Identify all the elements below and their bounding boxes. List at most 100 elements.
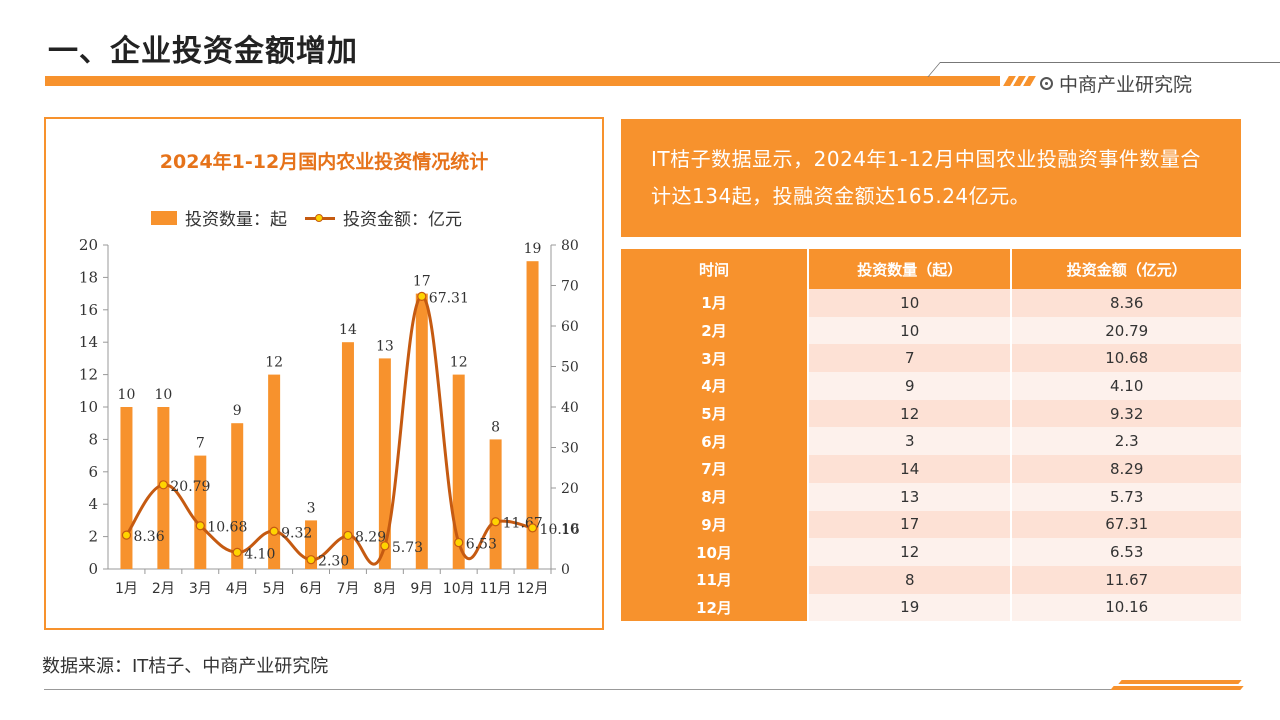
bar-mark xyxy=(378,358,391,569)
table-cell-month: 12月 xyxy=(621,593,809,622)
source-note: 数据来源：IT桔子、中商产业研究院 xyxy=(42,656,329,677)
table-cell-count: 17 xyxy=(808,510,1013,539)
table-cell-count: 7 xyxy=(808,344,1013,373)
x-tick-label: 2月 xyxy=(152,581,175,597)
x-tick-label: 10月 xyxy=(443,581,475,597)
x-tick-label: 1月 xyxy=(115,581,138,597)
table-cell-month: 7月 xyxy=(621,455,809,483)
page-title: 一、企业投资金额增加 xyxy=(48,34,358,69)
table-row: 10月 12 6.53 xyxy=(621,538,1241,566)
table-row: 1月 10 8.36 xyxy=(621,289,1241,317)
table-cell-amount: 8.29 xyxy=(1011,455,1241,483)
line-point xyxy=(343,530,353,541)
x-tick-label: 9月 xyxy=(410,581,433,597)
table-cell-month: 3月 xyxy=(621,344,809,373)
data-table: 时间 投资数量（起） 投资金额（亿元） 1月 10 8.36 2月 10 20.79 3月 7… xyxy=(621,249,1241,622)
line-point xyxy=(158,480,168,490)
y-right-tick-label: 70 xyxy=(561,279,579,295)
y-left-tick-label: 2 xyxy=(88,528,98,546)
chart-title: 2024年1-12月国内农业投资情况统计 xyxy=(159,151,489,173)
line-data-label: 6.53 xyxy=(466,537,497,553)
legend-bar-swatch xyxy=(151,210,177,225)
table-header-amount: 投资金额（亿元） xyxy=(1011,249,1241,289)
table-row: 3月 7 10.68 xyxy=(621,344,1241,373)
y-left-tick-label: 4 xyxy=(88,495,98,513)
bar-mark xyxy=(415,293,428,569)
y-left-tick-label: 6 xyxy=(88,463,98,481)
line-point xyxy=(491,517,501,527)
line-point xyxy=(232,547,242,557)
table-row: 7月 14 8.29 xyxy=(621,455,1241,483)
bar-mark xyxy=(341,342,354,569)
footer-rule xyxy=(44,689,1239,690)
table-cell-count: 14 xyxy=(808,455,1013,483)
brand-logo-icon xyxy=(1040,77,1053,90)
table-cell-count: 12 xyxy=(808,399,1013,428)
table-cell-month: 5月 xyxy=(621,399,809,428)
y-left-tick-label: 20 xyxy=(79,236,98,254)
table-cell-amount: 10.16 xyxy=(1011,593,1241,622)
line-data-label: 4.10 xyxy=(244,546,275,562)
bar-mark xyxy=(194,455,207,569)
y-right-tick-label: 80 xyxy=(561,238,579,254)
legend-bar-label: 投资数量：起 xyxy=(185,210,287,230)
bar-data-label: 7 xyxy=(196,436,205,452)
bar-data-label: 19 xyxy=(524,241,542,257)
table-cell-month: 8月 xyxy=(621,482,809,511)
table-cell-amount: 20.79 xyxy=(1011,316,1241,345)
bar-data-label: 14 xyxy=(339,322,357,338)
summary-text: IT桔子数据显示，2024年1-12月中国农业投融资事件数量合计达134起，投融… xyxy=(621,119,1241,237)
line-point xyxy=(380,541,390,551)
table-cell-month: 6月 xyxy=(621,427,809,456)
line-data-label: 67.31 xyxy=(429,290,469,306)
table-cell-amount: 10.68 xyxy=(1011,344,1241,373)
line-data-label: 10.68 xyxy=(207,520,247,536)
table-cell-count: 3 xyxy=(808,427,1013,456)
legend-line-swatch xyxy=(305,211,335,225)
title-bar-accent xyxy=(1003,76,1036,86)
table-cell-count: 13 xyxy=(808,482,1013,511)
table-cell-amount: 6.53 xyxy=(1011,538,1241,566)
header-rule xyxy=(940,62,1280,63)
y-right-tick-label: 20 xyxy=(561,481,579,497)
table-row: 6月 3 2.3 xyxy=(621,427,1241,456)
y-left-tick-label: 10 xyxy=(79,398,98,416)
table-cell-month: 10月 xyxy=(621,538,809,566)
table-row: 5月 12 9.32 xyxy=(621,399,1241,428)
table-cell-month: 9月 xyxy=(621,510,809,539)
line-point xyxy=(527,523,538,533)
bar-data-label: 12 xyxy=(265,355,283,371)
bar-data-label: 10 xyxy=(154,387,172,403)
chart-legend: 投资数量：起 投资金额：亿元 xyxy=(151,205,462,230)
line-data-label: 10.16 xyxy=(540,522,580,538)
y-left-tick-label: 0 xyxy=(88,560,98,578)
line-data-label: 8.29 xyxy=(355,529,386,545)
table-cell-amount: 9.32 xyxy=(1011,399,1241,428)
table-cell-month: 4月 xyxy=(621,372,809,400)
bar-mark xyxy=(452,374,465,569)
legend-line-label: 投资金额：亿元 xyxy=(343,210,462,230)
line-point xyxy=(269,526,279,536)
table-cell-count: 10 xyxy=(808,316,1013,345)
table-cell-count: 10 xyxy=(808,289,1013,317)
chart-plot: 0 2 4 6 8 10 12 14 16 18 20 0 10 20 30 40 50 60 70 80 10 10 7 9… xyxy=(79,236,580,597)
title-underline-bar xyxy=(45,76,1000,86)
y-right-tick-label: 10 xyxy=(561,522,579,538)
bar-data-label: 12 xyxy=(450,355,468,371)
y-right-tick-label: 30 xyxy=(561,441,579,457)
amount-line xyxy=(125,294,533,566)
line-data-label: 5.73 xyxy=(392,540,423,556)
bar-data-label: 9 xyxy=(233,403,242,419)
table-cell-month: 11月 xyxy=(621,565,809,594)
x-tick-label: 5月 xyxy=(263,581,286,597)
table-row: 9月 17 67.31 xyxy=(621,510,1241,539)
x-tick-label: 4月 xyxy=(226,581,249,597)
x-tick-label: 3月 xyxy=(189,581,212,597)
x-tick-label: 7月 xyxy=(336,581,359,597)
line-data-label: 2.30 xyxy=(318,554,349,570)
line-point xyxy=(454,537,464,548)
line-point xyxy=(417,291,427,301)
x-tick-label: 8月 xyxy=(373,581,396,597)
bar-data-label: 8 xyxy=(491,419,500,435)
line-data-label: 8.36 xyxy=(133,529,164,545)
